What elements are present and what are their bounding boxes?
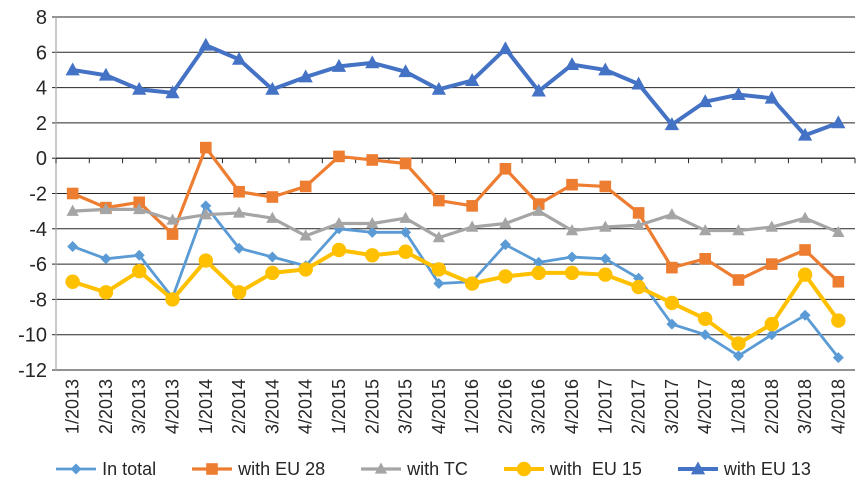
x-axis-label: 3/2018 bbox=[795, 379, 815, 434]
y-axis-label: 8 bbox=[36, 7, 47, 29]
legend-label: with EU 28 bbox=[238, 459, 326, 479]
series-line bbox=[72, 207, 839, 240]
series-line bbox=[72, 146, 840, 283]
x-axis-label: 3/2015 bbox=[396, 379, 416, 434]
x-axis-label: 3/2016 bbox=[529, 379, 549, 434]
series-with-tc bbox=[66, 202, 845, 243]
x-axis-label: 4/2013 bbox=[163, 379, 183, 434]
x-axis-label: 4/2018 bbox=[828, 379, 848, 434]
y-axis-label: -4 bbox=[29, 219, 47, 241]
legend-item: In total bbox=[56, 460, 156, 478]
x-axis-label: 3/2017 bbox=[662, 379, 682, 434]
y-axis-label: -10 bbox=[18, 325, 47, 347]
series-with-eu-28 bbox=[66, 141, 845, 288]
legend-marker-square bbox=[192, 463, 233, 475]
y-axis-label: 2 bbox=[36, 113, 47, 135]
x-axis-label: 2/2014 bbox=[229, 379, 249, 434]
x-axis-label: 2/2016 bbox=[495, 379, 515, 434]
x-axis-label: 2/2013 bbox=[96, 379, 116, 434]
legend-marker-triangle bbox=[677, 461, 718, 475]
x-axis-label: 3/2013 bbox=[129, 379, 149, 434]
x-axis-label: 2/2017 bbox=[629, 379, 649, 434]
legend-item: with TC bbox=[361, 460, 468, 478]
legend-item: with EU 13 bbox=[677, 459, 811, 479]
legend-label: with TC bbox=[407, 459, 468, 479]
x-axis-label: 4/2014 bbox=[296, 379, 316, 434]
y-axis-label: 6 bbox=[36, 42, 47, 64]
plot-area: 8 6 4 2 0 -2 -4 -6 -8 -10 -12 1/2013 2/2013 3/2013 4/2… bbox=[18, 7, 856, 434]
x-axis-label: 1/2013 bbox=[63, 379, 83, 434]
x-axis-label: 2/2018 bbox=[762, 379, 782, 434]
y-axis-label: -6 bbox=[29, 254, 47, 276]
y-axis-label: -12 bbox=[18, 360, 47, 382]
x-axis-label: 1/2018 bbox=[728, 379, 748, 434]
legend-label: with EU 13 bbox=[723, 459, 811, 479]
legend-label: with EU 15 bbox=[549, 459, 642, 479]
legend-marker-diamond bbox=[56, 463, 97, 475]
legend-item: with EU 15 bbox=[503, 459, 642, 479]
y-axis-label: -8 bbox=[29, 289, 47, 311]
series-in-total bbox=[67, 200, 844, 364]
x-axis-label: 1/2015 bbox=[329, 379, 349, 434]
x-axis-label: 4/2016 bbox=[562, 379, 582, 434]
series-with-eu-13 bbox=[65, 37, 846, 141]
series-line bbox=[72, 204, 840, 359]
x-axis-label: 1/2017 bbox=[595, 379, 615, 434]
series-line bbox=[72, 43, 840, 138]
y-axis-label: -2 bbox=[29, 184, 47, 206]
legend-marker-triangle bbox=[361, 462, 402, 474]
x-axis-label: 3/2014 bbox=[262, 379, 282, 434]
x-axis-label: 2/2015 bbox=[362, 379, 382, 434]
legend-item: with EU 28 bbox=[192, 460, 325, 478]
x-axis-label: 4/2015 bbox=[429, 379, 449, 434]
legend-marker-circle bbox=[503, 461, 544, 477]
x-axis-label: 4/2017 bbox=[695, 379, 715, 434]
x-axis-label: 1/2014 bbox=[196, 379, 216, 434]
legend-label: In total bbox=[102, 459, 157, 479]
y-axis-label: 0 bbox=[36, 148, 47, 170]
x-axis-label: 1/2016 bbox=[462, 379, 482, 434]
chart-legend: In total with EU 28 with TC with EU 15 with … bbox=[0, 448, 867, 490]
series-with-eu-15 bbox=[65, 242, 846, 351]
y-axis-label: 4 bbox=[36, 78, 47, 100]
